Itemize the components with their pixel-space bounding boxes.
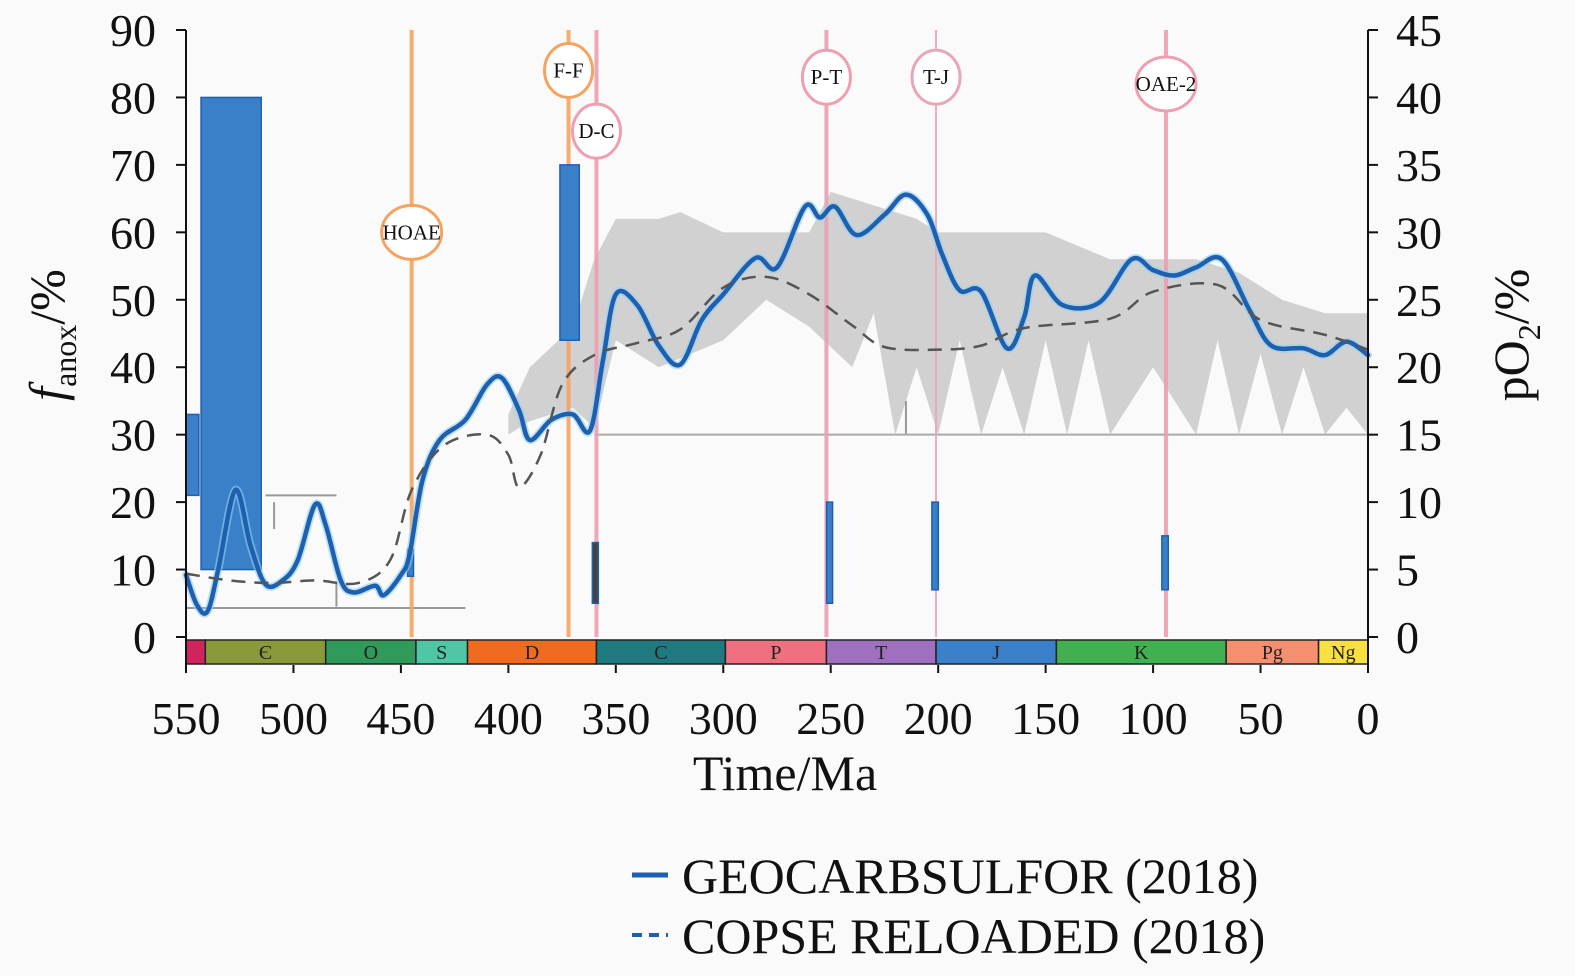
x-tick-label: 400 (474, 693, 543, 744)
y2-tick-label: 5 (1396, 545, 1419, 596)
y-axis-title-sub: anox (47, 325, 83, 387)
period-label: S (436, 642, 447, 664)
event-marker-t-j (910, 48, 962, 106)
y-tick-label: 40 (110, 342, 156, 393)
x-tick-label: 450 (366, 693, 435, 744)
x-tick-label: 300 (689, 693, 758, 744)
x-tick-label: 150 (1011, 693, 1080, 744)
y2-tick-label: 10 (1396, 477, 1442, 528)
anoxia-bar (559, 164, 581, 341)
period-j (935, 639, 1058, 665)
y2-tick-label: 45 (1396, 5, 1442, 56)
event-label-t-j: T-J (923, 65, 949, 89)
period-label: Ng (1331, 642, 1355, 664)
series-group (182, 190, 1372, 618)
uncertainty-band-group (186, 191, 1368, 609)
period-label: Є (259, 642, 272, 664)
y2-tick-label: 15 (1396, 410, 1442, 461)
event-marker-d-c (570, 102, 622, 160)
x-tick-label: 100 (1119, 693, 1188, 744)
axes-group: Є O S D C P T J K Pg Ng 0 10 20 30 40 50 60 70 80 90 0 5 10 15 20… (110, 5, 1442, 744)
y-tick-label: 60 (110, 207, 156, 258)
y-tick-label: 0 (133, 612, 156, 663)
event-marker-f-f (543, 41, 595, 99)
y2-axis-title: pO2/% (1483, 269, 1547, 402)
y2-tick-label: 25 (1396, 275, 1442, 326)
anoxia-bar (931, 501, 940, 591)
legend-label-copse: COPSE RELOADED (2018) (682, 908, 1265, 964)
y-axis-title-suffix: /% (19, 269, 75, 325)
y-tick-label: 20 (110, 477, 156, 528)
y2-tick-label: 0 (1396, 612, 1419, 663)
y-tick-label: 90 (110, 5, 156, 56)
period-o (324, 639, 417, 665)
series-line-copse (185, 275, 1369, 586)
period-k (1055, 639, 1227, 665)
x-tick-label: 50 (1238, 693, 1284, 744)
period-label: Pg (1262, 642, 1283, 664)
event-label-p-t: P-T (811, 65, 843, 89)
period-d (466, 639, 598, 665)
x-tick-label: 350 (581, 693, 650, 744)
series-line-geocarbsulfor (183, 192, 1371, 616)
period-s (415, 639, 469, 665)
anoxia-bar (591, 541, 600, 605)
period-label: D (525, 642, 539, 664)
anoxia-bar (1161, 535, 1170, 591)
event-labels-group: HOAE F-F D-C P-T T-J OAE-2 (380, 41, 1198, 261)
period-є (204, 639, 327, 665)
event-marker-oae-2 (1134, 55, 1198, 113)
x-tick-label: 500 (259, 693, 328, 744)
legend: GEOCARBSULFOR (2018) COPSE RELOADED (201… (632, 848, 1265, 964)
y2-tick-label: 30 (1396, 207, 1442, 258)
period-t (825, 639, 937, 665)
y2-axis-title-sub: 2 (1511, 324, 1547, 340)
legend-label-geocarbsulfor: GEOCARBSULFOR (2018) (682, 848, 1258, 904)
anoxia-bar (185, 413, 200, 497)
event-label-f-f: F-F (553, 58, 583, 82)
y-tick-label: 50 (110, 275, 156, 326)
x-axis-title: Time/Ma (693, 745, 877, 801)
period-label: P (770, 642, 781, 664)
y-axis-title: fanox/% (19, 269, 83, 401)
period-ediacaran (185, 639, 207, 665)
period-label: K (1134, 642, 1149, 664)
y2-tick-label: 35 (1396, 140, 1442, 191)
period-label: J (992, 642, 1000, 664)
period-label: O (364, 642, 378, 664)
period-pg (1225, 639, 1320, 665)
anoxia-bar (825, 501, 834, 605)
y2-tick-label: 20 (1396, 342, 1442, 393)
y2-axis-title-main: pO (1483, 340, 1539, 401)
y-tick-label: 70 (110, 140, 156, 191)
event-label-d-c: D-C (578, 119, 614, 143)
period-c (595, 639, 727, 665)
y-tick-label: 30 (110, 410, 156, 461)
x-tick-label: 0 (1357, 693, 1380, 744)
period-label: T (875, 642, 887, 664)
y-tick-label: 80 (110, 72, 156, 123)
x-tick-label: 550 (152, 693, 221, 744)
x-tick-label: 200 (904, 693, 973, 744)
event-marker-p-t (800, 48, 852, 106)
y2-tick-label: 40 (1396, 72, 1442, 123)
y2-axis-title-suffix: /% (1483, 269, 1539, 325)
period-label: C (654, 642, 667, 664)
x-tick-label: 250 (796, 693, 865, 744)
event-label-hoae: HOAE (382, 220, 440, 244)
y-tick-label: 10 (110, 545, 156, 596)
uncertainty-band (508, 191, 1368, 435)
period-p (724, 639, 828, 665)
event-marker-hoae (380, 203, 444, 261)
event-label-oae-2: OAE-2 (1136, 72, 1197, 96)
